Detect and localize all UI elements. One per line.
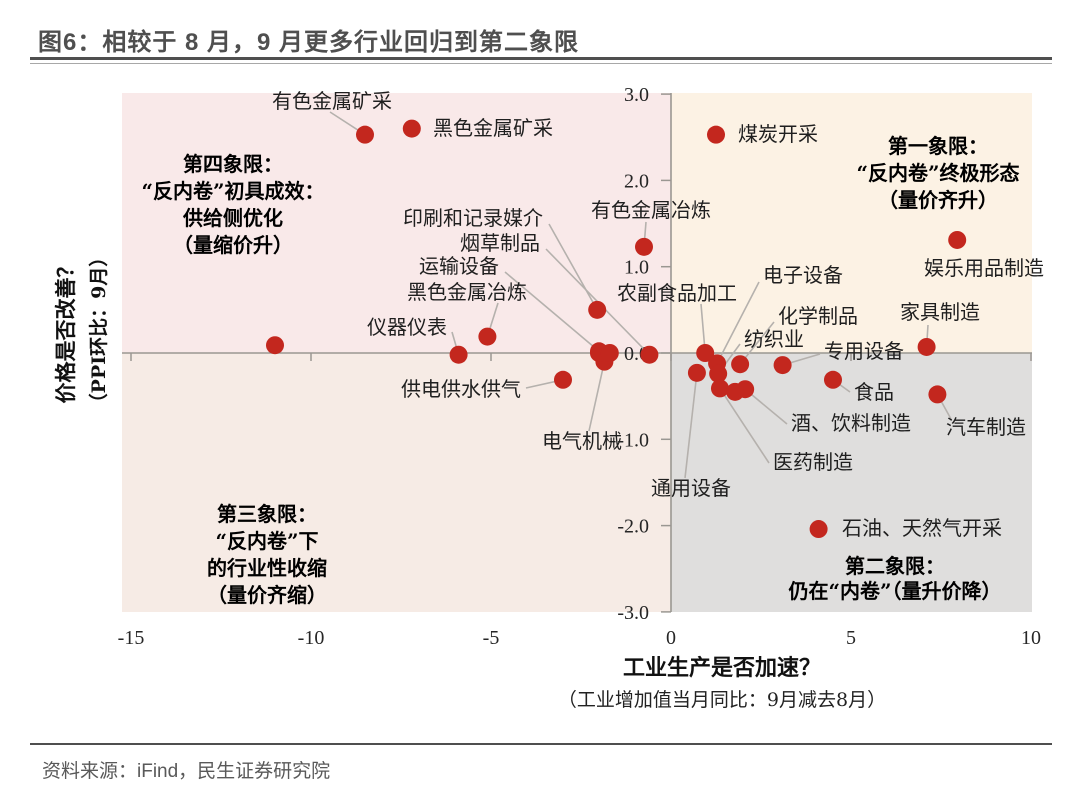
y-tick-label: 2.0 (624, 170, 649, 192)
data-point-医药制造 (710, 379, 729, 398)
figure-title: 图6：相较于 8 月，9 月更多行业回归到第二象限 (38, 29, 580, 56)
x-axis-title-main: 工业生产是否加速？ (622, 655, 821, 681)
point-label: 黑色金属矿采 (433, 116, 553, 140)
data-point-仪器仪表 (449, 345, 468, 364)
quadrant-label-q2: 仍在“内卷”（量升价降） (787, 579, 1001, 603)
title-rule-thin (30, 63, 1052, 64)
quadrant-label-q3: 的行业性收缩 (207, 556, 327, 580)
point-label: 医药制造 (773, 450, 853, 474)
point-label: 石油、天然气开采 (842, 516, 1002, 540)
data-point-印刷和记录媒介 (588, 300, 607, 319)
source-line: 资料来源：iFind，民生证券研究院 (42, 761, 331, 782)
data-point-石油、天然气开采 (809, 520, 828, 539)
data-point-专用设备 (773, 356, 792, 375)
data-point-汽车制造 (928, 385, 947, 404)
data-point (726, 382, 745, 401)
x-tick-label: -5 (483, 627, 500, 649)
point-label: 酒、饮料制造 (791, 411, 911, 435)
title-rule (30, 57, 1052, 60)
point-label: 纺织业 (744, 327, 804, 351)
point-label: 有色金属冶炼 (591, 198, 711, 222)
data-point-煤炭开采 (707, 125, 725, 144)
x-tick-label: 0 (666, 627, 676, 649)
point-label: 烟草制品 (460, 231, 540, 255)
data-point-供电供水供气 (554, 370, 572, 389)
footer-rule (30, 743, 1052, 745)
y-tick-label: -1.0 (617, 429, 649, 451)
point-label: 有色金属矿采 (272, 89, 392, 113)
quadrant-label-q4: 第四象限： (183, 152, 283, 176)
quadrant-label-q2: 第二象限： (845, 554, 945, 578)
data-point-有色金属冶炼 (635, 237, 653, 256)
point-label: 化学制品 (778, 304, 858, 328)
quadrant-bg-q1 (671, 93, 1032, 353)
leader-line (684, 372, 698, 479)
data-point-家具制造 (917, 337, 936, 356)
quadrant-label-q3: （量价齐缩） (207, 583, 327, 607)
leader-line (716, 281, 760, 364)
point-label: 电子设备 (763, 263, 843, 287)
y-axis-title-main: 价格是否改善？ (53, 256, 78, 404)
point-label: 电气机械 (542, 429, 622, 453)
data-point-通用设备 (687, 363, 706, 382)
quadrant-label-q1: （量价齐升） (878, 188, 998, 212)
point-label: 家具制造 (900, 300, 980, 324)
data-point-黑色金属矿采 (402, 119, 421, 138)
point-label: 黑色金属冶炼 (407, 280, 527, 304)
leader-line (739, 321, 775, 365)
x-tick-label: 10 (1021, 627, 1041, 649)
point-label: 娱乐用品制造 (924, 256, 1044, 280)
data-point-娱乐用品制造 (948, 230, 967, 249)
x-axis-title-sub: （工业增加值当月同比：9月减去8月） (557, 689, 887, 711)
point-label: 汽车制造 (946, 415, 1026, 439)
point-label: 印刷和记录媒介 (403, 206, 543, 230)
x-tick-label: -10 (298, 627, 325, 649)
quadrant-label-q3: 第三象限： (217, 502, 317, 526)
quadrant-bg-q3 (122, 353, 671, 612)
leader-line (548, 223, 598, 311)
point-label: 通用设备 (651, 476, 731, 500)
y-tick-label: 1.0 (624, 257, 649, 279)
leader-line (588, 361, 606, 432)
y-tick-label: 3.0 (624, 84, 649, 106)
leader-line (504, 271, 600, 352)
data-point-农副食品加工 (696, 344, 715, 362)
quadrant-label-q1: “反内卷”终极形态 (856, 161, 1019, 185)
leader-line (719, 387, 770, 464)
data-point (600, 344, 619, 362)
quadrant-label-q4: 供给侧优化 (182, 206, 283, 230)
data-point (266, 336, 284, 355)
x-axis-title: 工业生产是否加速？ （工业增加值当月同比：9月减去8月） (422, 650, 1022, 712)
leader-line (744, 388, 788, 425)
point-label: 煤炭开采 (738, 122, 818, 146)
point-label: 运输设备 (419, 254, 499, 278)
y-tick-label: -2.0 (617, 516, 649, 538)
data-point-化学制品 (731, 355, 750, 374)
point-label: 仪器仪表 (367, 315, 447, 339)
point-label: 农副食品加工 (617, 281, 737, 305)
quadrant-label-q4: （量缩价升） (173, 233, 293, 257)
point-label: 供电供水供气 (401, 377, 521, 401)
data-point-黑色金属冶炼 (478, 327, 497, 346)
quadrant-bg-q4 (122, 93, 671, 353)
point-label: 专用设备 (824, 339, 904, 363)
data-point-食品 (824, 370, 842, 389)
y-tick-label: -3.0 (617, 602, 649, 624)
data-point-纺织业 (709, 364, 728, 383)
x-tick-label: -15 (118, 627, 145, 649)
quadrant-label-q1: 第一象限： (888, 134, 988, 158)
quadrant-label-q3: “反内卷”下 (215, 529, 318, 553)
y-axis-title-sub: （PPI环比：9月） (88, 247, 110, 413)
data-point-有色金属矿采 (356, 125, 374, 144)
quadrant-label-q4: “反内卷”初具成效： (141, 179, 324, 203)
x-tick-label: 5 (846, 627, 856, 649)
point-label: 食品 (854, 380, 894, 404)
y-axis-title: 价格是否改善？ （PPI环比：9月） (50, 189, 110, 471)
data-point-烟草制品 (640, 345, 659, 364)
